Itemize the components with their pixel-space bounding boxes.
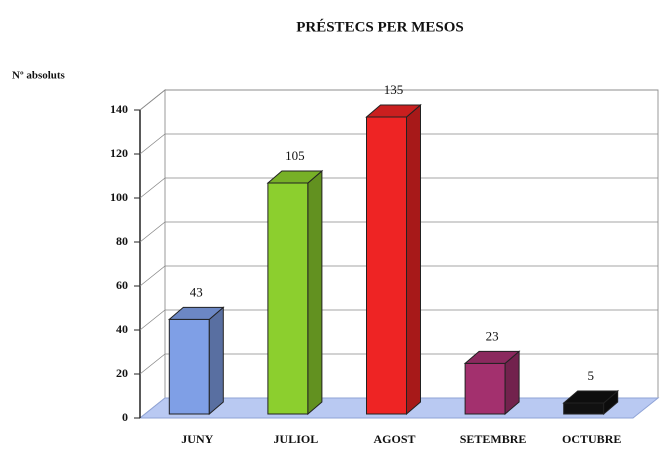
bar-top — [167, 306, 225, 320]
x-tick-label: JUNY — [181, 432, 213, 446]
data-label: 43 — [190, 284, 203, 299]
bar — [167, 306, 225, 416]
bar — [266, 169, 324, 416]
bar — [365, 103, 422, 416]
grid-line — [139, 265, 658, 287]
bar-front — [563, 402, 605, 415]
grid-line — [139, 177, 658, 199]
bar-side — [307, 169, 323, 416]
left-wall — [139, 88, 166, 420]
bar-top — [266, 170, 324, 184]
data-label: 23 — [486, 328, 499, 343]
y-tick-label: 60 — [116, 278, 128, 292]
bar-front — [267, 182, 309, 415]
bar-front — [168, 318, 210, 415]
x-tick-label: JULIOL — [274, 432, 319, 446]
bar-front — [366, 116, 407, 415]
bar-side — [406, 103, 421, 416]
bar-front — [464, 362, 506, 415]
y-tick-label: 100 — [110, 190, 128, 204]
bar-top — [562, 390, 620, 404]
y-tick-label: 40 — [116, 322, 128, 336]
y-tick-label: 20 — [116, 366, 128, 380]
bar-top — [365, 104, 422, 118]
grid-line — [139, 89, 658, 111]
data-label: 5 — [587, 368, 594, 383]
x-tick-label: AGOST — [373, 432, 415, 446]
data-label: 105 — [285, 148, 305, 163]
grid-line — [139, 309, 658, 331]
x-tick-label: SETEMBRE — [460, 432, 527, 446]
y-tick-label: 140 — [110, 102, 128, 116]
x-tick-label: OCTUBRE — [562, 432, 621, 446]
y-tick-label: 80 — [116, 234, 128, 248]
bar — [463, 350, 521, 416]
bar-side — [208, 306, 224, 416]
y-tick-label: 0 — [122, 410, 128, 424]
y-axis-label: Nº absoluts — [12, 70, 66, 82]
y-tick-label: 120 — [110, 146, 128, 160]
grid-line — [139, 221, 658, 243]
bar-top — [463, 350, 521, 364]
data-label: 135 — [384, 82, 404, 97]
bar — [562, 389, 620, 416]
chart-title: PRÉSTECS PER MESOS — [296, 18, 464, 35]
grid-line — [139, 133, 658, 155]
